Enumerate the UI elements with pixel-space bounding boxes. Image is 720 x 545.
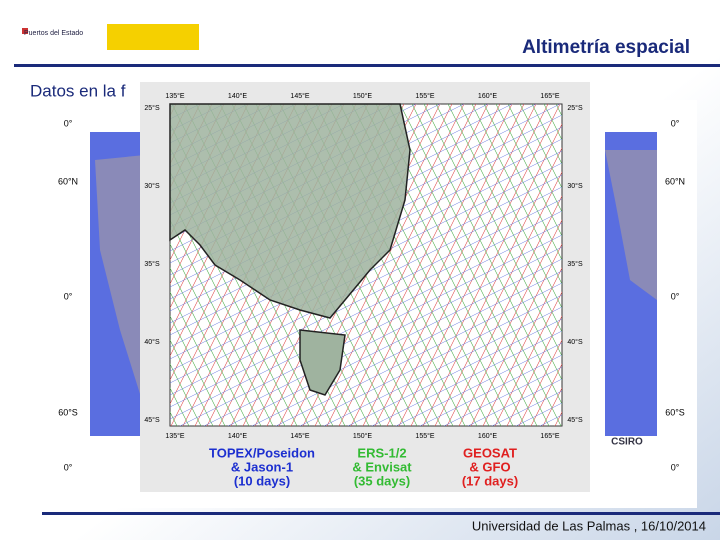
lon-label: 135°E [165, 432, 184, 440]
legend-text: & Jason-1 [231, 459, 293, 474]
lat-label: 40°S [144, 338, 160, 346]
world-label: 0° [671, 118, 680, 128]
world-label: 60°S [665, 407, 685, 417]
lon-label: 160°E [478, 432, 497, 440]
lon-label: 160°E [478, 92, 497, 100]
world-label: 60°N [58, 176, 78, 186]
legend-text: GEOSAT [463, 445, 517, 460]
lat-label: 30°S [567, 182, 583, 190]
ministry-logo [107, 24, 199, 50]
world-label: 0° [64, 462, 73, 472]
legend-text: TOPEX/Poseidon [209, 445, 315, 460]
world-label: 0° [671, 291, 680, 301]
lat-label: 40°S [567, 338, 583, 346]
title: Altimetría espacial [522, 37, 690, 58]
lat-label: 45°S [144, 416, 160, 424]
lat-label: 25°S [144, 104, 160, 112]
world-label: 0° [64, 118, 73, 128]
world-label: 60°N [665, 176, 685, 186]
lon-label: 145°E [290, 92, 309, 100]
footer: Universidad de Las Palmas , 16/10/2014 [472, 518, 706, 533]
legend-text: (17 days) [462, 473, 518, 488]
lon-label: 165°E [540, 432, 559, 440]
legend-text: (35 days) [354, 473, 410, 488]
lon-label: 140°E [228, 92, 247, 100]
lat-label: 45°S [567, 416, 583, 424]
legend-text: (10 days) [234, 473, 290, 488]
world-label: 60°S [58, 407, 78, 417]
legend-text: & GFO [469, 459, 510, 474]
lon-label: 155°E [415, 92, 434, 100]
credit: CSIRO [611, 437, 643, 448]
lon-label: 150°E [353, 432, 372, 440]
logo-mark [22, 28, 28, 34]
lat-label: 35°S [567, 260, 583, 268]
lon-label: 165°E [540, 92, 559, 100]
lat-label: 35°S [144, 260, 160, 268]
legend-text: ERS-1/2 [357, 445, 406, 460]
lat-label: 25°S [567, 104, 583, 112]
lat-label: 30°S [144, 182, 160, 190]
legend-text: & Envisat [352, 459, 412, 474]
lon-label: 155°E [415, 432, 434, 440]
lon-label: 140°E [228, 432, 247, 440]
lon-label: 150°E [353, 92, 372, 100]
logo-text: Puertos del Estado [24, 30, 83, 37]
subtitle: Datos en la f [30, 81, 126, 100]
world-label: 0° [64, 291, 73, 301]
lon-label: 135°E [165, 92, 184, 100]
lon-label: 145°E [290, 432, 309, 440]
world-label: 0° [671, 462, 680, 472]
